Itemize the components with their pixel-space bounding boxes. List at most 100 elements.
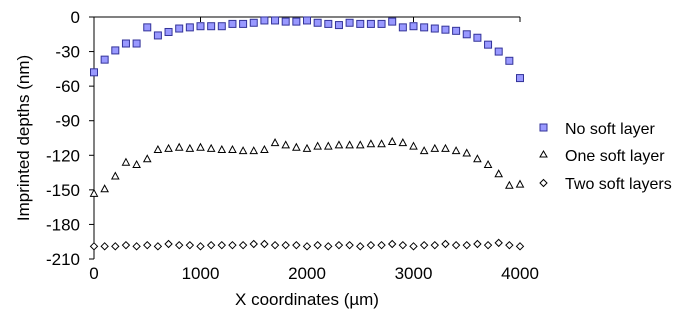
data-point <box>132 159 141 169</box>
data-point <box>494 238 503 248</box>
data-point <box>110 171 120 180</box>
axes <box>93 16 520 259</box>
data-point <box>270 240 280 250</box>
x-tick-label: 3000 <box>395 264 433 283</box>
legend-item-two-soft-layers: Two soft layers <box>539 176 672 193</box>
data-point <box>345 140 354 149</box>
data-point <box>462 240 471 250</box>
series-square <box>90 16 524 83</box>
data-point <box>217 240 227 250</box>
data-point <box>366 139 376 148</box>
data-point <box>292 142 301 151</box>
data-point <box>356 19 365 28</box>
data-point <box>121 240 131 250</box>
data-point <box>89 188 99 197</box>
data-point <box>409 22 418 31</box>
data-point <box>185 240 195 250</box>
data-point <box>355 140 365 149</box>
data-point <box>387 239 397 249</box>
data-point <box>121 157 131 166</box>
data-point <box>345 240 354 250</box>
data-point <box>185 23 194 32</box>
data-point <box>313 141 322 150</box>
data-point <box>196 242 205 251</box>
data-point <box>462 30 471 39</box>
data-point <box>302 143 312 152</box>
data-point <box>164 239 173 249</box>
data-point <box>451 240 461 250</box>
data-point <box>313 240 322 250</box>
data-point <box>430 143 440 152</box>
data-point <box>153 144 163 154</box>
x-tick-label: 1000 <box>182 264 220 283</box>
data-point <box>419 146 429 155</box>
data-point <box>111 46 120 55</box>
x-tick-label: 0 <box>89 264 98 283</box>
data-point <box>238 240 248 250</box>
data-point <box>398 240 408 250</box>
data-point <box>281 17 290 26</box>
data-point <box>143 240 152 250</box>
data-point <box>473 154 482 163</box>
data-point <box>175 24 184 33</box>
data-point <box>420 23 429 32</box>
data-point <box>217 144 227 154</box>
data-point <box>260 16 269 25</box>
data-point <box>142 154 152 163</box>
data-point <box>334 21 343 30</box>
data-point <box>345 18 354 27</box>
data-point <box>494 169 504 178</box>
data-point <box>473 33 482 42</box>
data-point <box>302 242 312 251</box>
data-point <box>515 242 525 251</box>
data-point <box>303 16 311 25</box>
data-point <box>111 242 120 251</box>
data-point <box>292 240 301 250</box>
data-point <box>398 138 408 147</box>
series-diamond <box>89 238 525 251</box>
data-point <box>483 159 493 169</box>
data-point <box>398 23 407 32</box>
x-axis-title: X coordinates (µm) <box>235 290 379 309</box>
data-point <box>366 19 375 28</box>
data-point <box>505 240 514 250</box>
data-point <box>196 142 205 151</box>
x-tick-label: 4000 <box>501 264 539 283</box>
data-point <box>334 240 344 250</box>
plot-area <box>89 16 525 251</box>
data-point <box>323 141 333 150</box>
data-point <box>281 140 291 149</box>
series-triangle <box>89 136 525 197</box>
data-point <box>441 25 450 34</box>
data-point <box>249 146 259 155</box>
data-point <box>313 18 322 27</box>
data-point <box>505 56 514 65</box>
legend-marker-triangle <box>539 150 548 158</box>
legend-label: No soft layer <box>565 121 655 138</box>
data-point <box>206 143 216 152</box>
data-point <box>387 136 397 145</box>
y-tick-label: 0 <box>71 8 80 27</box>
data-point <box>90 68 98 77</box>
data-point <box>270 138 280 147</box>
data-point <box>515 179 525 188</box>
data-point <box>377 240 386 250</box>
data-point <box>366 240 376 250</box>
data-point <box>462 148 472 157</box>
data-point <box>143 23 152 32</box>
x-axis-ticks: 0 1000 2000 3000 4000 <box>89 17 539 283</box>
data-point <box>430 24 439 33</box>
data-point <box>377 139 386 148</box>
data-point <box>260 239 269 249</box>
data-point <box>388 17 397 26</box>
data-point <box>452 26 461 35</box>
data-point <box>505 180 514 189</box>
data-point <box>441 239 450 249</box>
legend-label: One soft layer <box>565 148 665 165</box>
legend-item-no-soft-layer: No soft layer <box>539 121 655 138</box>
data-point <box>228 144 237 154</box>
data-point <box>516 74 524 83</box>
data-point <box>494 47 503 56</box>
y-tick-label: -60 <box>55 77 80 96</box>
